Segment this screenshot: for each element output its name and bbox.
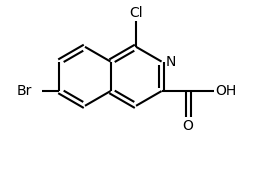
Text: Cl: Cl <box>129 6 143 20</box>
Text: Br: Br <box>17 84 32 98</box>
Text: OH: OH <box>215 84 236 98</box>
Text: N: N <box>166 55 176 69</box>
Text: O: O <box>183 119 193 133</box>
